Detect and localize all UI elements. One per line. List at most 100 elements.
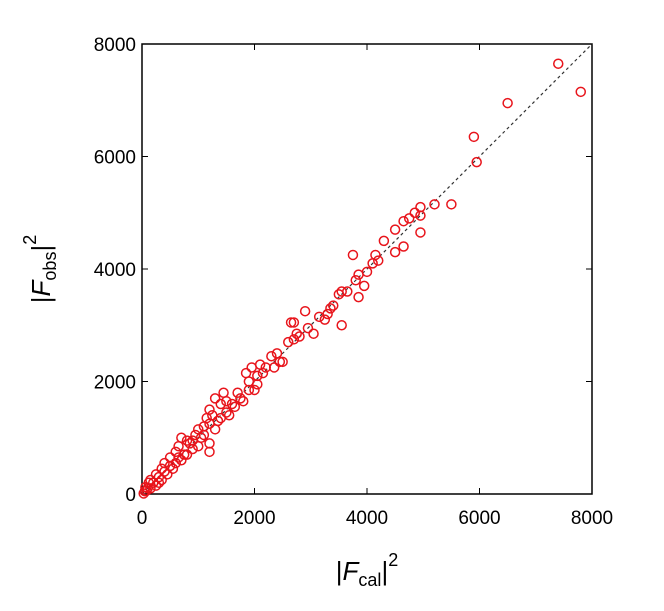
x-tick-label: 2000	[233, 508, 275, 529]
data-point	[308, 328, 319, 339]
data-point	[257, 367, 269, 379]
data-point	[268, 362, 280, 373]
data-point	[347, 249, 359, 261]
data-point	[502, 97, 513, 109]
data-point	[415, 210, 426, 221]
data-point	[283, 336, 294, 348]
data-point	[271, 348, 283, 359]
x-tick-label: 6000	[458, 508, 500, 529]
data-point	[229, 401, 241, 413]
x-tick-label: 8000	[571, 508, 613, 529]
data-point	[176, 432, 187, 443]
data-point	[415, 227, 426, 238]
data-point	[215, 398, 226, 410]
data-point	[153, 477, 165, 488]
data-point	[159, 457, 170, 469]
data-point	[249, 384, 260, 396]
y-tick-label: 0	[125, 485, 136, 506]
data-point	[173, 452, 184, 463]
data-point	[198, 429, 210, 441]
x-tick-label: 4000	[346, 508, 388, 529]
data-point	[302, 322, 314, 334]
data-point	[274, 356, 286, 368]
y-tick-label: 4000	[94, 260, 136, 281]
data-point	[204, 446, 215, 458]
data-point	[156, 474, 167, 486]
data-point	[254, 359, 266, 370]
data-point	[367, 258, 378, 269]
data-point	[207, 410, 218, 421]
data-point	[446, 199, 457, 210]
data-point	[243, 384, 255, 396]
data-point	[336, 320, 347, 331]
data-point	[350, 275, 361, 286]
y-label-subscript: obs	[40, 252, 60, 281]
x-label-superscript: 2	[388, 550, 398, 570]
data-point	[170, 457, 181, 469]
data-point	[170, 446, 181, 458]
data-point	[187, 435, 198, 446]
data-point	[221, 407, 232, 418]
y-label-symbol: F	[26, 278, 56, 296]
data-point	[198, 421, 210, 432]
data-point	[378, 235, 390, 247]
data-point	[403, 213, 415, 224]
data-point	[299, 305, 311, 317]
data-point	[398, 215, 409, 227]
data-point	[235, 393, 246, 404]
x-axis-label: |Fcal|2	[336, 550, 398, 590]
data-point	[221, 395, 232, 407]
data-point	[218, 387, 229, 398]
y-tick-label: 6000	[94, 148, 136, 169]
data-point	[353, 269, 364, 280]
data-point	[193, 440, 204, 452]
data-point	[246, 362, 257, 373]
x-label-subscript: cal	[358, 570, 381, 590]
data-point	[373, 255, 384, 266]
data-point	[353, 291, 364, 303]
data-point	[266, 350, 277, 362]
data-point	[294, 331, 305, 342]
data-point	[181, 435, 193, 446]
data-point	[336, 286, 347, 297]
x-label-symbol: F	[343, 556, 361, 586]
data-point	[389, 246, 401, 258]
data-point	[291, 328, 302, 339]
data-point	[277, 356, 288, 368]
data-point	[201, 412, 212, 424]
data-point	[415, 201, 426, 213]
data-point	[370, 249, 381, 261]
data-point	[240, 367, 252, 379]
x-label-bar: |	[336, 556, 343, 586]
data-point	[288, 334, 300, 345]
data-point	[575, 86, 586, 98]
data-point	[409, 207, 421, 218]
y-label-bar: |	[26, 296, 56, 303]
data-point	[193, 424, 204, 435]
data-point	[333, 289, 345, 300]
data-point	[468, 131, 480, 143]
data-point	[260, 362, 271, 373]
data-point	[232, 387, 243, 398]
y-tick-label: 8000	[94, 35, 136, 56]
reference-diagonal	[141, 43, 593, 495]
y-label-bar: |	[26, 245, 56, 252]
data-point	[358, 280, 370, 292]
data-point	[176, 455, 187, 466]
data-point	[164, 452, 176, 463]
data-point	[252, 379, 263, 390]
data-point	[288, 317, 300, 328]
data-point	[429, 199, 440, 210]
data-point	[204, 418, 215, 429]
data-point	[187, 443, 198, 455]
data-point	[173, 440, 184, 452]
data-point	[313, 311, 325, 323]
data-point	[204, 438, 215, 449]
data-point	[190, 429, 201, 441]
data-point	[398, 241, 409, 252]
data-point	[209, 393, 221, 404]
data-point	[164, 460, 176, 472]
data-point	[215, 412, 226, 424]
data-point	[138, 488, 149, 499]
y-label-superscript: 2	[20, 235, 40, 245]
